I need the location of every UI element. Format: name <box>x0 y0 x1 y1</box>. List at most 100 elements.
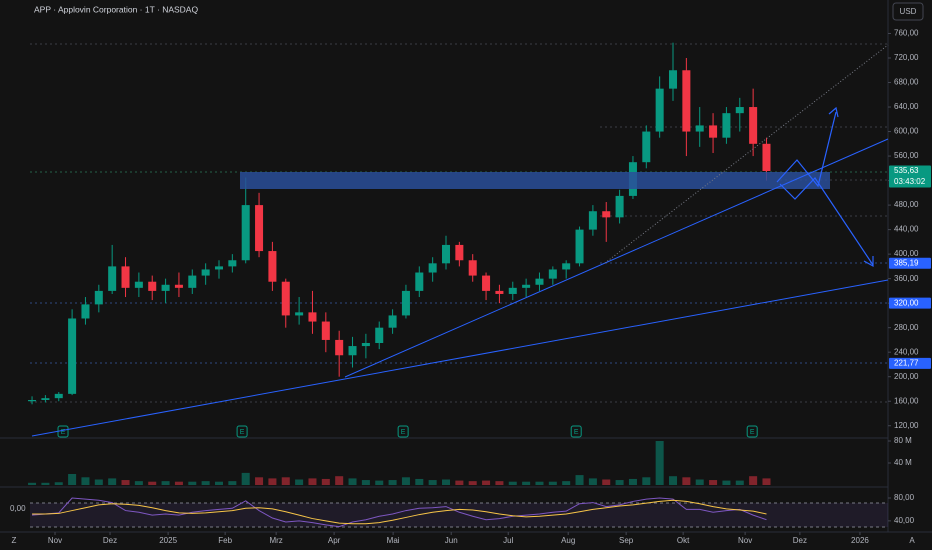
volume-bar <box>602 479 611 485</box>
candle-body <box>94 290 103 305</box>
earnings-marker <box>746 425 758 438</box>
price-label: 221,77 <box>894 358 919 367</box>
volume-bar <box>81 477 90 485</box>
candle-body <box>548 269 557 279</box>
y-tick-label: 80,00 <box>894 493 915 502</box>
volume-bar <box>709 480 718 485</box>
candle-body <box>361 343 370 347</box>
candle-body <box>415 272 424 291</box>
volume-bar <box>401 477 410 485</box>
volume-bar <box>495 481 504 485</box>
y-tick-label: 160,00 <box>894 396 919 405</box>
candle-body <box>68 318 77 394</box>
candle-body <box>255 205 264 252</box>
volume-bar <box>228 481 237 485</box>
candle-body <box>348 346 357 356</box>
volume-bar <box>348 478 357 485</box>
x-tick-label: Aug <box>561 536 575 545</box>
earnings-marker <box>570 425 582 438</box>
y-tick-label: 40,00 <box>894 516 915 525</box>
x-tick-label: 2026 <box>851 536 869 545</box>
candle-body <box>468 260 477 276</box>
volume-bar <box>94 479 103 485</box>
x-tick-label: Mai <box>387 536 400 545</box>
candle-body <box>335 339 344 356</box>
volume-bar <box>749 476 758 485</box>
candle-body <box>695 125 704 132</box>
volume-bar <box>588 478 597 485</box>
candle-body <box>121 266 130 288</box>
trend-line <box>31 279 889 437</box>
candle-body <box>174 284 183 288</box>
candle-body <box>455 244 464 261</box>
candle-body <box>321 321 330 340</box>
x-tick-label: Dez <box>793 536 807 545</box>
y-tick-label: 600,00 <box>894 127 919 136</box>
volume-bar <box>762 478 771 485</box>
volume-bar <box>548 481 557 485</box>
volume-bar <box>522 481 531 485</box>
volume-bar <box>628 478 637 485</box>
candle-body <box>735 107 744 114</box>
volume-bar <box>722 480 731 485</box>
volume-bar <box>361 480 370 485</box>
candle-body <box>388 315 397 328</box>
candle-body <box>401 290 410 316</box>
candle-body <box>709 125 718 138</box>
volume-bar <box>41 482 50 485</box>
earnings-label: E <box>401 429 406 436</box>
y-tick-label: 400,00 <box>894 249 919 258</box>
volume-bar <box>682 477 691 485</box>
x-tick-label: Jun <box>445 536 458 545</box>
volume-bar <box>148 481 157 485</box>
y-tick-label: 360,00 <box>894 274 919 283</box>
price-label: 320,00 <box>894 298 919 307</box>
candle-body <box>508 287 517 294</box>
currency-button[interactable] <box>892 2 924 21</box>
candle-body <box>562 263 571 270</box>
volume-bar <box>695 479 704 485</box>
earnings-marker <box>397 425 409 438</box>
x-tick-label: Mrz <box>269 536 282 545</box>
price-label-box <box>889 357 931 369</box>
candle-body <box>722 113 731 138</box>
candle-body <box>682 70 691 132</box>
volume-bar <box>508 481 517 485</box>
volume-bar <box>441 479 451 485</box>
price-label-box <box>889 257 931 269</box>
volume-bar <box>321 478 330 485</box>
candle-body <box>441 244 451 264</box>
candle-body <box>615 195 624 218</box>
labels: 120,00 160,00 200,00 240,00 280,00 320,00 360,… <box>10 29 931 545</box>
candle-body <box>375 327 384 343</box>
candle-body <box>749 107 758 144</box>
candle-body <box>41 398 50 400</box>
x-tick-label: Dez <box>103 536 117 545</box>
arrow-head <box>863 256 874 268</box>
candle-body <box>602 211 611 218</box>
support-zone <box>240 172 830 189</box>
volume-bar <box>562 481 571 485</box>
y-tick-label: 80 M <box>894 436 912 445</box>
zoom-button[interactable]: Z <box>12 536 17 545</box>
auto-scale-button[interactable]: A <box>909 536 915 545</box>
price-label-box <box>889 297 931 309</box>
candle-body <box>482 275 491 291</box>
candle-body <box>201 269 210 276</box>
countdown: 03:43:02 <box>894 177 926 186</box>
y-tick-label: 760,00 <box>894 29 919 38</box>
volume-bar <box>121 480 130 485</box>
candle-body <box>588 211 597 230</box>
volume-bar <box>68 474 77 485</box>
earnings-label: E <box>240 429 245 436</box>
volume-bar <box>615 480 624 485</box>
currency[interactable]: USD <box>900 7 917 16</box>
volume-bar <box>415 478 424 485</box>
candle-body <box>281 281 290 316</box>
x-tick-label: 2025 <box>159 536 177 545</box>
volume-bar <box>535 481 544 485</box>
y-tick-label: 640,00 <box>894 102 919 111</box>
candle-body <box>535 278 544 285</box>
volume-bar <box>468 481 477 485</box>
